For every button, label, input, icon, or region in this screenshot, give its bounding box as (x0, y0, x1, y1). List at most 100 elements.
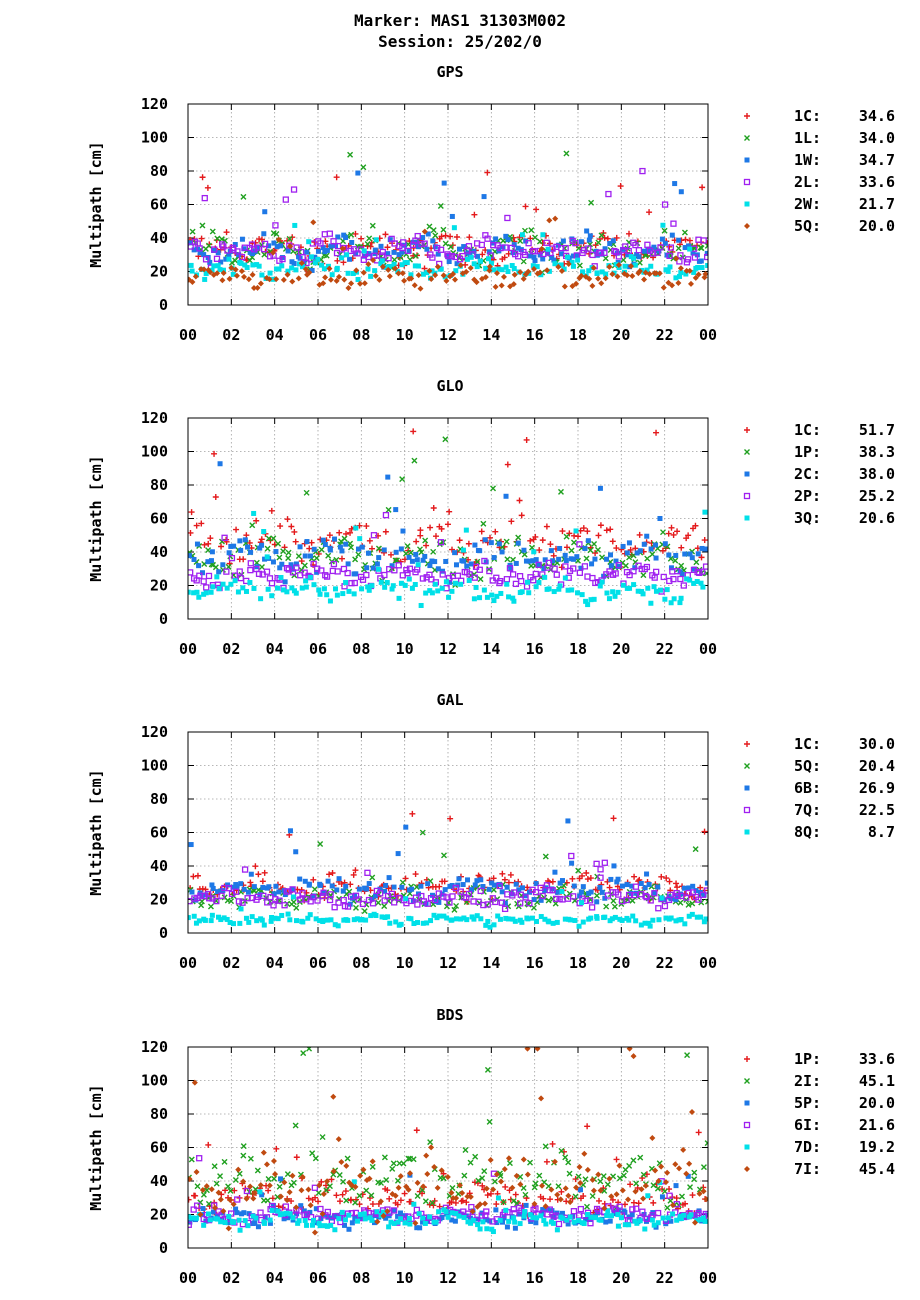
data-point (498, 590, 504, 596)
data-point (427, 563, 433, 569)
x-tick-label: 22 (656, 326, 674, 344)
data-point (588, 904, 596, 911)
data-point (241, 246, 247, 252)
data-point (588, 199, 595, 206)
data-point (406, 565, 414, 572)
data-point (576, 262, 583, 269)
data-point (414, 901, 421, 908)
data-point (192, 1192, 199, 1199)
data-point (604, 1213, 610, 1219)
data-point (558, 262, 564, 268)
data-point (589, 282, 596, 289)
data-point (653, 270, 660, 277)
data-point (705, 263, 708, 269)
data-point (284, 589, 290, 595)
data-point (673, 897, 679, 903)
legend-marker (744, 135, 750, 141)
data-point (625, 247, 632, 255)
data-point (207, 1217, 213, 1223)
data-point (615, 876, 621, 882)
data-point (632, 262, 638, 268)
data-point (622, 562, 629, 569)
data-point (325, 917, 331, 923)
data-point (355, 276, 361, 282)
data-point (293, 1204, 300, 1211)
data-point (289, 585, 295, 591)
data-point (465, 1219, 471, 1225)
data-point (555, 1220, 563, 1228)
data-point (393, 557, 400, 564)
data-point (673, 1183, 679, 1189)
data-point (570, 263, 576, 269)
data-point (430, 238, 436, 244)
data-point (228, 581, 234, 587)
data-point (248, 871, 254, 877)
data-point (314, 897, 321, 904)
data-point (552, 261, 558, 267)
data-point (315, 256, 321, 262)
data-point (188, 262, 194, 268)
data-point (471, 574, 478, 581)
data-point (326, 1183, 333, 1190)
data-point (622, 243, 629, 250)
data-point (542, 574, 548, 580)
data-point (504, 556, 511, 563)
data-point (482, 537, 488, 543)
data-point (515, 540, 521, 546)
data-point (553, 571, 560, 578)
legend-entry-8Q: 8Q: 8.7 (744, 823, 895, 841)
data-point (370, 257, 377, 264)
data-point (381, 571, 388, 579)
data-point (411, 282, 418, 289)
data-point (593, 860, 600, 868)
data-point (269, 1195, 276, 1202)
data-point (342, 1217, 348, 1223)
data-point (502, 900, 508, 906)
legend-marker (744, 741, 750, 747)
data-point (447, 233, 454, 240)
legend-marker (743, 178, 751, 186)
data-point (524, 1171, 531, 1178)
data-point (405, 1155, 412, 1162)
data-point (677, 575, 684, 583)
data-point (578, 565, 584, 571)
data-point (236, 1217, 242, 1223)
data-point (678, 1215, 684, 1221)
data-point (366, 537, 373, 544)
data-point (603, 271, 609, 277)
data-point (613, 234, 620, 241)
data-point (205, 1200, 212, 1207)
data-point (689, 911, 695, 917)
data-point (389, 1165, 396, 1172)
data-point (392, 1192, 399, 1199)
data-point (220, 1208, 227, 1215)
data-point (461, 915, 467, 921)
data-point (468, 1203, 475, 1211)
data-point (646, 270, 653, 277)
data-point (509, 571, 517, 578)
data-point (196, 594, 202, 600)
data-point (338, 1158, 345, 1165)
data-point (581, 563, 589, 570)
x-tick-label: 00 (179, 954, 197, 972)
data-point (225, 1183, 232, 1190)
data-point (353, 571, 359, 577)
data-point (228, 554, 236, 562)
data-point (201, 252, 207, 258)
data-point (395, 1213, 401, 1219)
data-point (199, 1187, 206, 1194)
data-point (430, 227, 437, 234)
data-point (673, 255, 680, 262)
y-axis-label: Multipath [cm] (87, 141, 105, 267)
data-point (310, 219, 317, 226)
y-tick-label: 20 (150, 1206, 168, 1224)
data-point (305, 915, 311, 921)
data-point (629, 1212, 635, 1218)
data-point (483, 265, 489, 271)
data-point (273, 276, 280, 283)
data-point (602, 275, 609, 282)
data-point (449, 1217, 455, 1223)
data-point (634, 1220, 640, 1226)
data-point (307, 912, 313, 918)
data-point (288, 562, 294, 568)
